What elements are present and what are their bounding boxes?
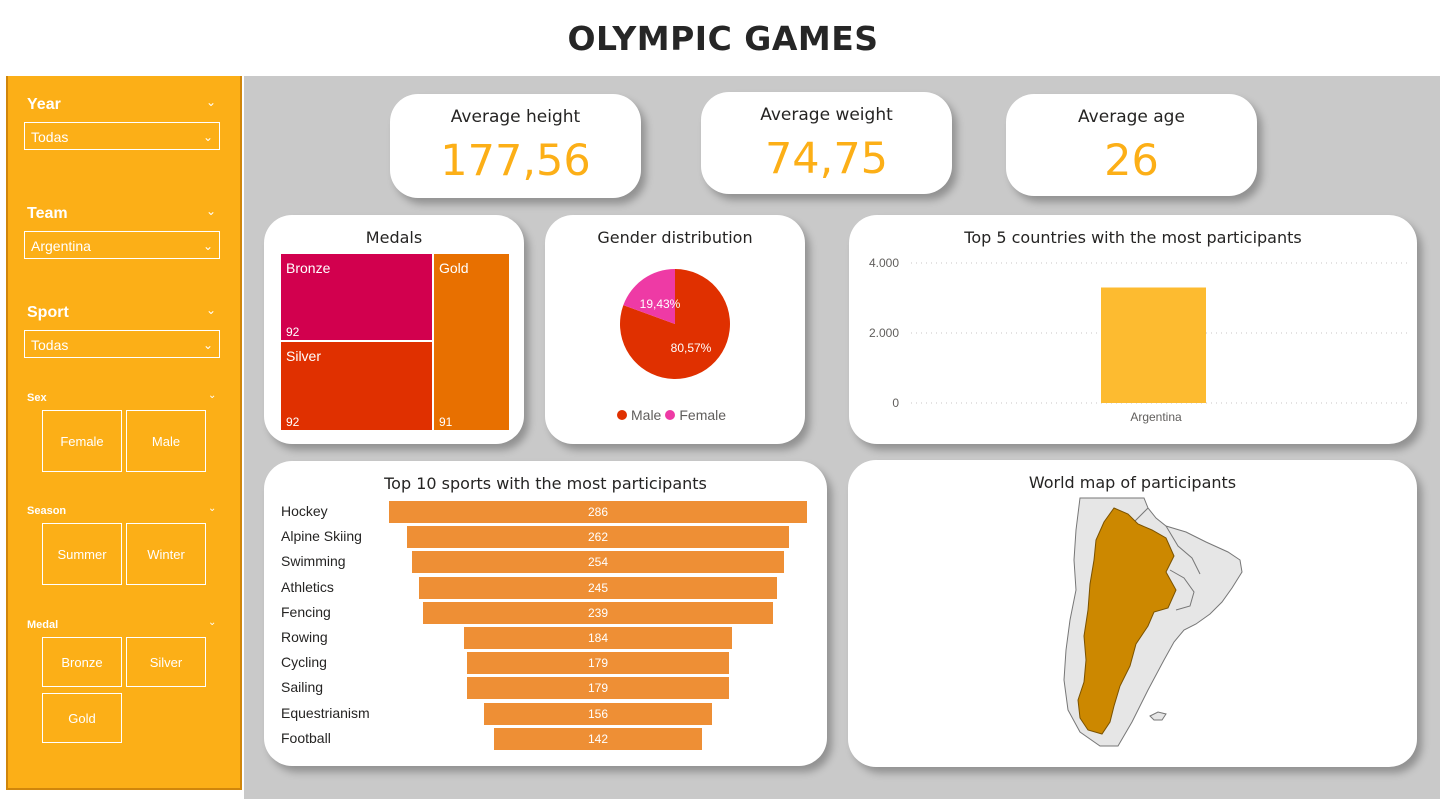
pie-slice-male[interactable] bbox=[619, 269, 730, 379]
treemap-value: 91 bbox=[439, 415, 453, 429]
sex-option-female[interactable]: Female bbox=[42, 410, 122, 472]
funnel-category-label: Hockey bbox=[281, 503, 328, 519]
medal-option-gold[interactable]: Gold bbox=[42, 693, 122, 743]
legend-label-female: Female bbox=[679, 407, 727, 423]
chevron-down-icon[interactable]: ⌄ bbox=[206, 95, 217, 109]
funnel-bar[interactable]: 262 bbox=[406, 526, 790, 549]
treemap-label: Gold bbox=[439, 260, 469, 276]
pie-data-label-male: 80,57% bbox=[671, 341, 712, 355]
year-dropdown-value: Todas bbox=[31, 129, 69, 145]
map-region-falklands bbox=[1149, 711, 1167, 721]
pie-legend: Male Female bbox=[617, 407, 726, 423]
funnel-bar[interactable]: 239 bbox=[423, 601, 773, 624]
medal-option-silver[interactable]: Silver bbox=[126, 637, 206, 687]
medals-treemap[interactable]: Bronze 92 Silver 92 Gold 91 bbox=[281, 254, 509, 430]
chevron-down-icon: ⌄ bbox=[202, 338, 213, 352]
top10-title: Top 10 sports with the most participants bbox=[384, 474, 707, 493]
legend-dot-female bbox=[665, 410, 676, 420]
sport-dropdown[interactable]: Todas ⌄ bbox=[24, 330, 220, 358]
season-option-summer[interactable]: Summer bbox=[42, 523, 122, 585]
kpi-card-average-age[interactable]: Average age 26 bbox=[1006, 94, 1257, 196]
chevron-down-icon[interactable]: ⌄ bbox=[206, 204, 217, 218]
treemap-tile-bronze[interactable]: Bronze 92 bbox=[281, 254, 432, 340]
medals-card[interactable]: Medals Bronze 92 Silver 92 Gold 91 bbox=[264, 215, 524, 444]
medals-title: Medals bbox=[365, 228, 423, 247]
world-map[interactable] bbox=[848, 460, 1417, 767]
kpi-value: 177,56 bbox=[440, 136, 591, 186]
sport-label: Sport bbox=[27, 304, 69, 321]
medal-label: Medal bbox=[27, 619, 59, 631]
page-title: OLYMPIC GAMES bbox=[567, 18, 879, 58]
treemap-tile-gold[interactable]: Gold 91 bbox=[434, 254, 509, 430]
funnel-category-label: Fencing bbox=[281, 603, 331, 620]
chevron-down-icon[interactable]: ⌄ bbox=[208, 503, 217, 514]
funnel-bar[interactable]: 142 bbox=[494, 727, 702, 750]
funnel-bar[interactable]: 184 bbox=[463, 627, 733, 649]
kpi-card-average-height[interactable]: Average height 177,56 bbox=[390, 94, 641, 198]
sex-option-male[interactable]: Male bbox=[126, 410, 206, 472]
funnel-bar[interactable]: 286 bbox=[389, 501, 807, 523]
chevron-down-icon[interactable]: ⌄ bbox=[206, 303, 217, 317]
y-tick-label: 2.000 bbox=[869, 326, 899, 340]
gender-card[interactable]: Gender distribution 19,43% 80,57% Male F… bbox=[545, 215, 805, 444]
funnel-bar[interactable]: 179 bbox=[467, 652, 729, 675]
year-label: Year bbox=[27, 96, 61, 113]
funnel-category-label: Cycling bbox=[281, 654, 327, 671]
season-option-winter[interactable]: Winter bbox=[126, 523, 206, 585]
funnel-category-label: Sailing bbox=[281, 679, 324, 696]
treemap-value: 92 bbox=[286, 415, 300, 429]
kpi-card-average-weight[interactable]: Average weight 74,75 bbox=[701, 92, 952, 194]
kpi-label: Average height bbox=[450, 107, 581, 127]
top5-title: Top 5 countries with the most participan… bbox=[964, 228, 1302, 247]
top10-funnel-chart[interactable]: Hockey 286 Alpine Skiing 262 Swimming 254 Athl… bbox=[264, 461, 827, 766]
medal-option-bronze[interactable]: Bronze bbox=[42, 637, 122, 687]
filter-sidebar: Year ⌄ Todas ⌄ Team ⌄ Argentina ⌄ Sport … bbox=[6, 76, 242, 790]
x-category-label: Argentina bbox=[1130, 410, 1182, 424]
team-dropdown[interactable]: Argentina ⌄ bbox=[24, 231, 220, 259]
y-tick-label: 4.000 bbox=[869, 256, 899, 270]
pie-data-label-female: 19,43% bbox=[640, 297, 681, 311]
gender-title: Gender distribution bbox=[597, 228, 753, 247]
funnel-bar[interactable]: 245 bbox=[418, 576, 778, 599]
funnel-bar[interactable]: 179 bbox=[467, 677, 729, 700]
map-title: World map of participants bbox=[1028, 473, 1237, 492]
treemap-label: Silver bbox=[286, 348, 322, 364]
sport-dropdown-value: Todas bbox=[31, 337, 69, 353]
funnel-category-label: Athletics bbox=[281, 578, 334, 595]
funnel-category-label: Equestrianism bbox=[281, 704, 370, 721]
sex-label: Sex bbox=[27, 392, 47, 404]
kpi-label: Average age bbox=[1078, 107, 1185, 127]
chevron-down-icon: ⌄ bbox=[202, 239, 213, 253]
pie-slice-female[interactable] bbox=[623, 269, 675, 324]
funnel-bar[interactable]: 254 bbox=[412, 551, 784, 574]
legend-dot-male bbox=[617, 410, 627, 420]
funnel-category-label: Alpine Skiing bbox=[281, 528, 362, 545]
funnel-category-label: Rowing bbox=[281, 629, 328, 645]
legend-label-male: Male bbox=[631, 407, 662, 423]
funnel-bar[interactable]: 156 bbox=[484, 702, 712, 725]
chevron-down-icon[interactable]: ⌄ bbox=[208, 617, 217, 628]
year-dropdown[interactable]: Todas ⌄ bbox=[24, 122, 220, 150]
kpi-value: 26 bbox=[1104, 136, 1159, 186]
y-tick-label: 0 bbox=[892, 396, 899, 410]
funnel-category-label: Football bbox=[281, 729, 331, 746]
chevron-down-icon[interactable]: ⌄ bbox=[208, 390, 217, 401]
gender-pie-chart[interactable]: 19,43% 80,57% bbox=[545, 215, 805, 444]
season-label: Season bbox=[27, 505, 67, 517]
treemap-value: 92 bbox=[286, 325, 300, 339]
bar-argentina[interactable] bbox=[1101, 287, 1206, 404]
top10-card[interactable]: Top 10 sports with the most participants… bbox=[264, 461, 827, 766]
team-dropdown-value: Argentina bbox=[31, 238, 91, 254]
map-region-argentina[interactable] bbox=[1077, 507, 1177, 735]
funnel-category-label: Swimming bbox=[281, 553, 346, 570]
chevron-down-icon: ⌄ bbox=[202, 130, 213, 144]
treemap-label: Bronze bbox=[286, 260, 331, 276]
map-card[interactable]: World map of participants bbox=[848, 460, 1417, 767]
team-label: Team bbox=[27, 205, 68, 222]
top5-bar-chart[interactable]: 0 2.000 4.000 Argentina bbox=[849, 215, 1417, 444]
top5-card[interactable]: Top 5 countries with the most participan… bbox=[849, 215, 1417, 444]
kpi-label: Average weight bbox=[760, 105, 893, 125]
kpi-value: 74,75 bbox=[764, 134, 889, 184]
treemap-tile-silver[interactable]: Silver 92 bbox=[281, 342, 432, 430]
